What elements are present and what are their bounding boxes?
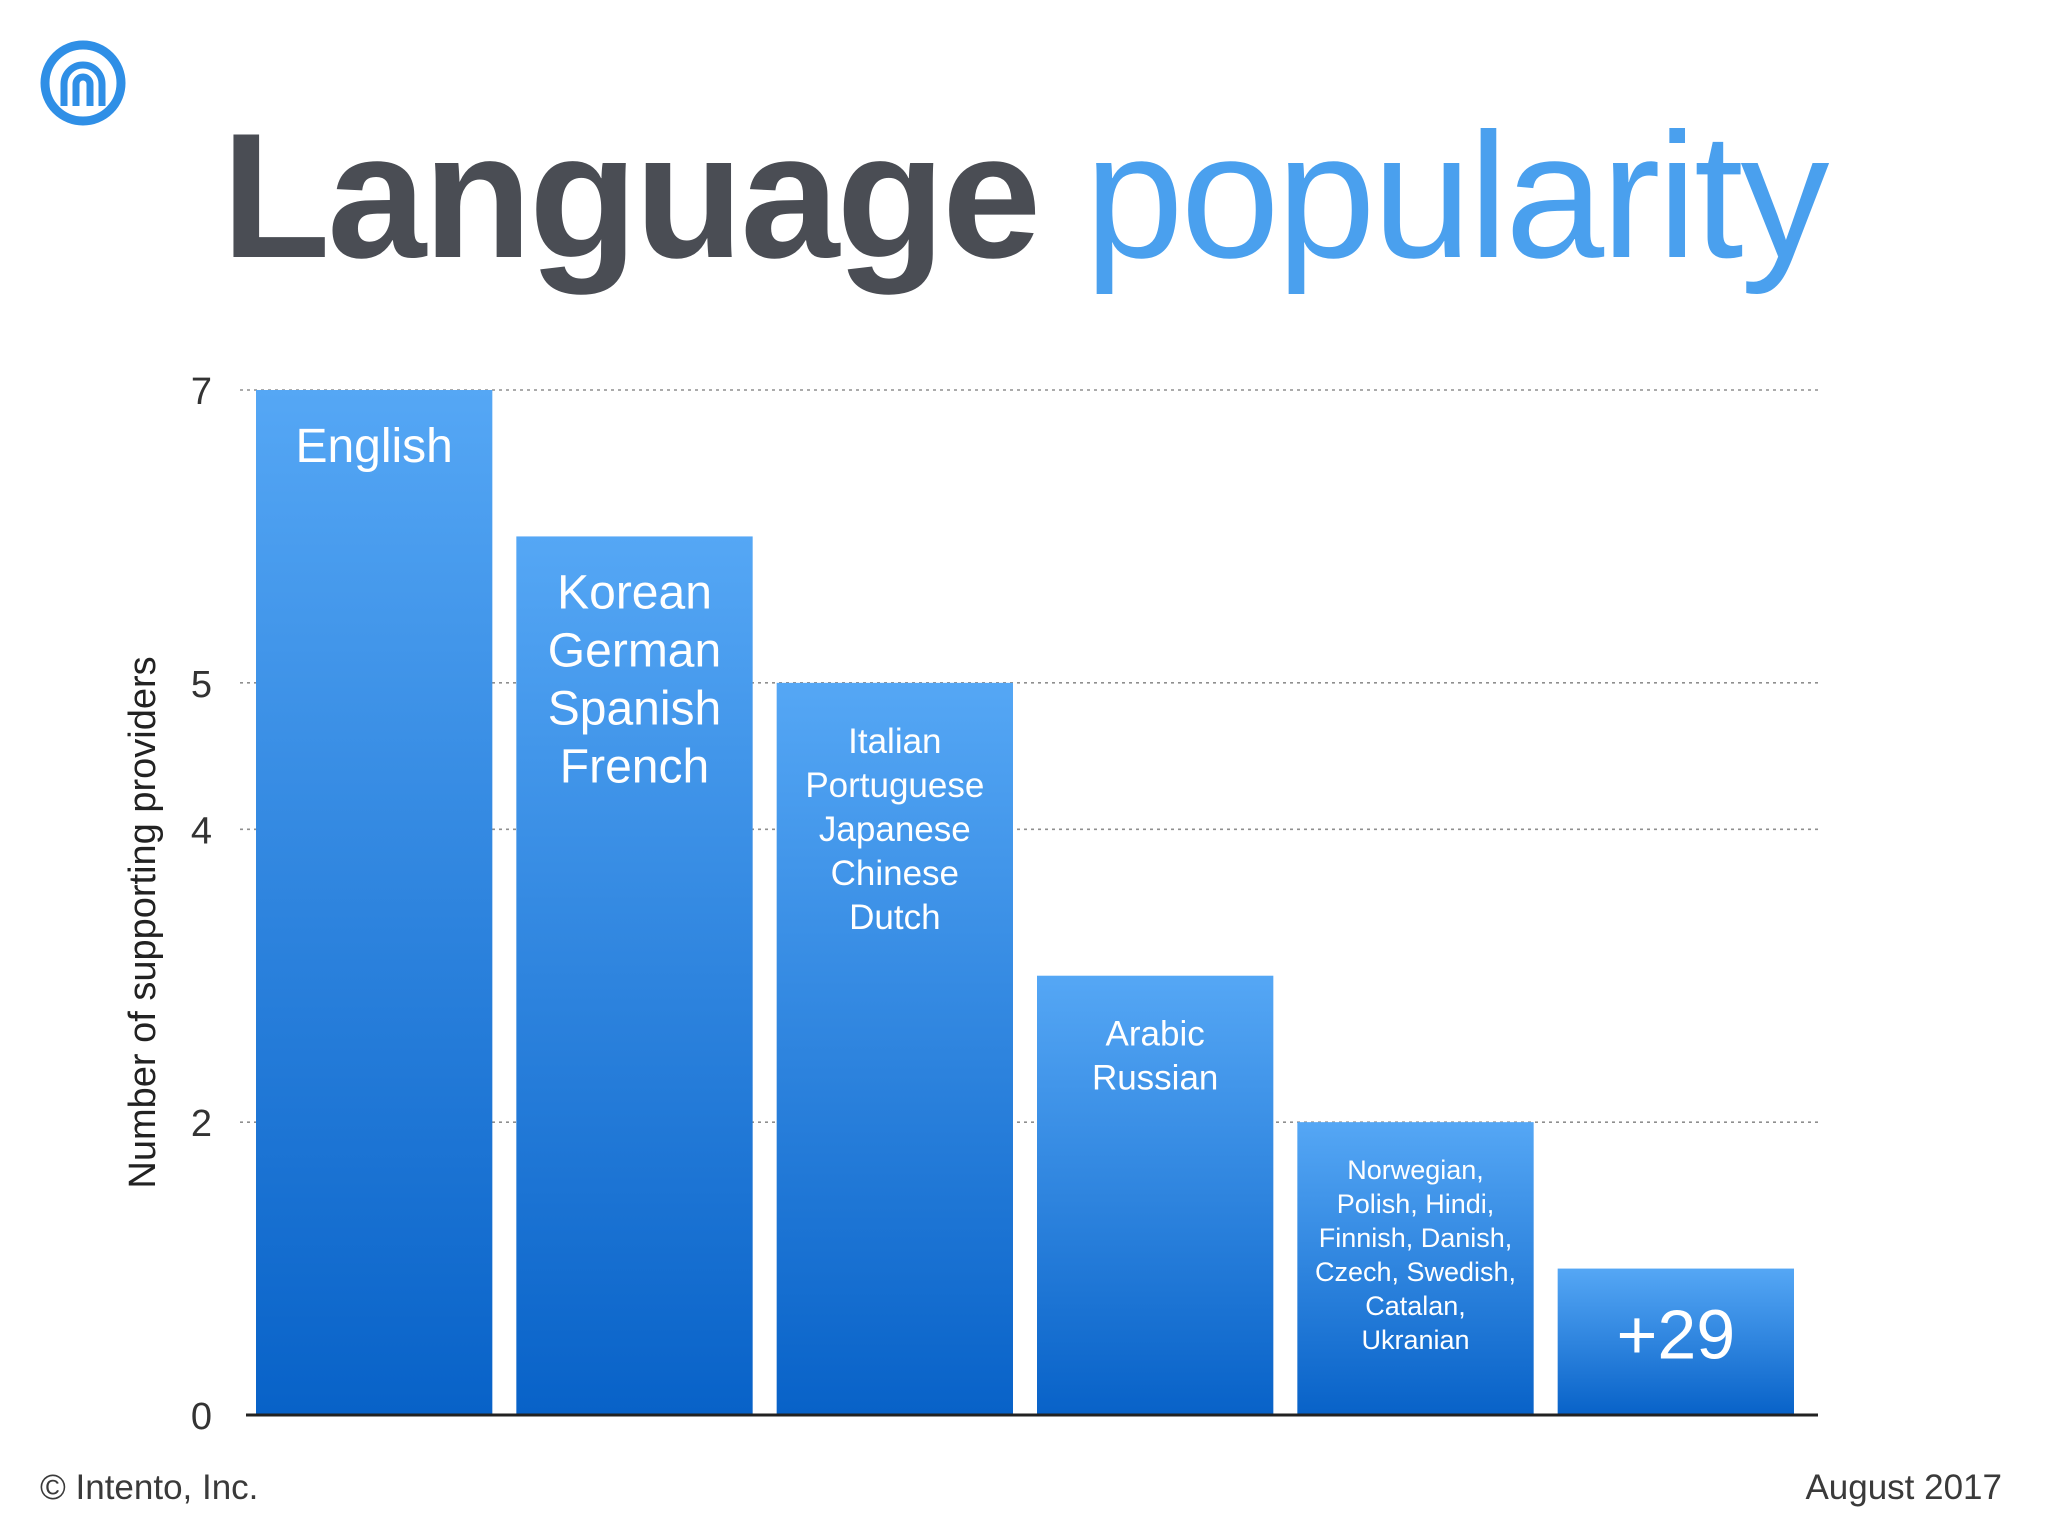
bar-label: Norwegian, — [1347, 1155, 1484, 1185]
page-title: Language popularity — [0, 96, 2048, 296]
intento-logo-icon — [40, 40, 126, 126]
bar-label: Chinese — [831, 854, 959, 893]
bar-1 — [256, 390, 493, 1415]
bar-label: Catalan, — [1365, 1291, 1466, 1321]
bar-label: Arabic — [1106, 1015, 1205, 1054]
bar-label: Portuguese — [805, 766, 984, 805]
bar-label: Czech, Swedish, — [1315, 1257, 1516, 1287]
bar-label: Finnish, Danish, — [1319, 1223, 1513, 1253]
bar-label: +29 — [1616, 1296, 1735, 1374]
y-tick-label: 4 — [191, 810, 212, 852]
y-tick-label: 2 — [191, 1103, 212, 1145]
bar-label: Polish, Hindi, — [1337, 1189, 1495, 1219]
bar-6 — [1557, 1268, 1794, 1415]
y-tick-label: 5 — [191, 664, 212, 706]
bar-label: Russian — [1092, 1059, 1218, 1098]
bar-2 — [516, 536, 753, 1415]
bar-4 — [1037, 975, 1274, 1415]
title-accent-word: popularity — [1084, 96, 1830, 295]
bar-label: Italian — [848, 722, 941, 761]
bar-label: Ukranian — [1361, 1325, 1469, 1355]
bar-label: Korean — [557, 566, 712, 619]
date-label: August 2017 — [1805, 1468, 2002, 1507]
copyright-notice: © Intento, Inc. — [40, 1468, 259, 1507]
bar-label: Japanese — [819, 810, 971, 849]
bar-label: German — [548, 624, 721, 677]
y-tick-label: 0 — [191, 1396, 212, 1438]
bar-3 — [776, 682, 1013, 1415]
bar-5 — [1297, 1122, 1534, 1415]
bar-label: Dutch — [849, 898, 940, 937]
bar-label: English — [295, 420, 452, 473]
bar-label: French — [560, 740, 709, 793]
y-tick-label: 7 — [191, 371, 212, 413]
bar-label: Spanish — [548, 682, 721, 735]
y-axis-label: Number of supporting providers — [122, 656, 164, 1188]
title-main-word: Language — [221, 96, 1042, 295]
